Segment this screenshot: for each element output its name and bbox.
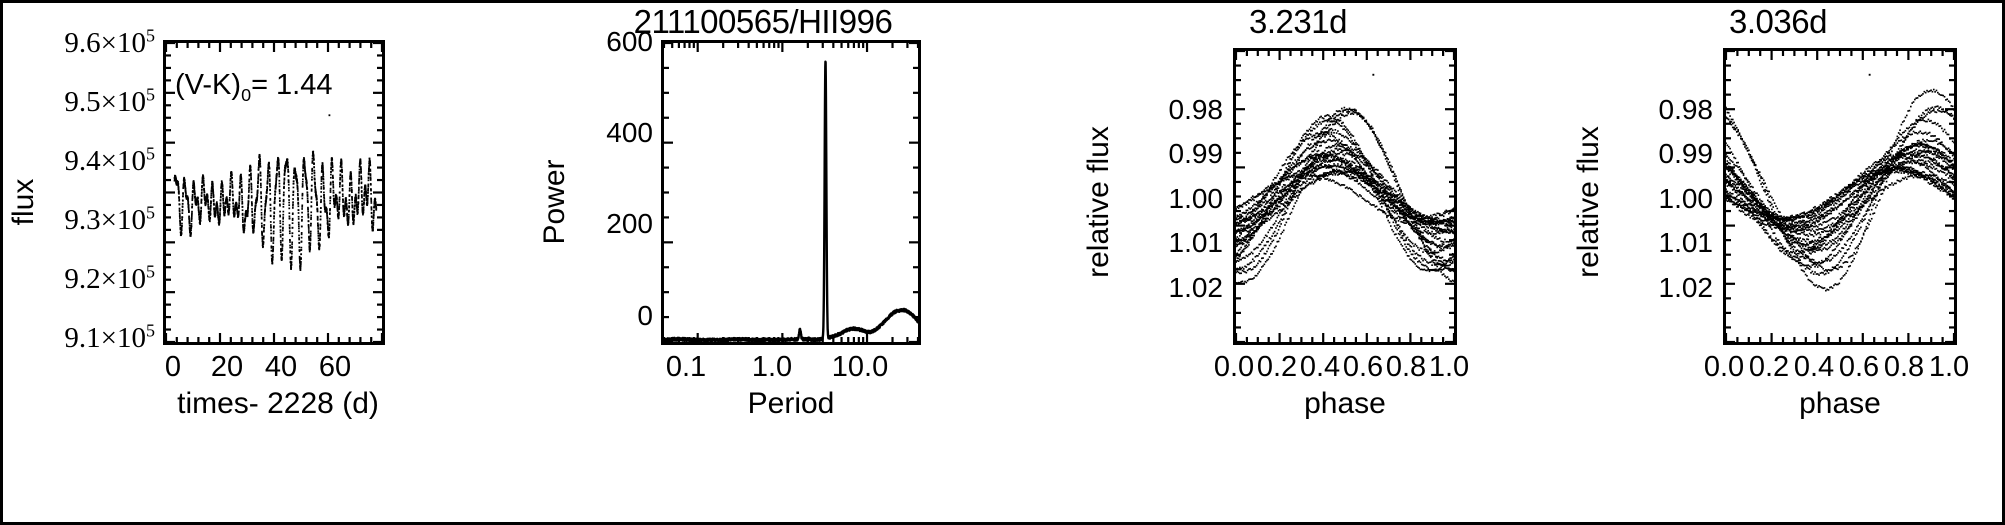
xtick-label: 0.1 [665,351,707,383]
ytick-label: 200 [606,208,653,239]
ytick-label: 400 [606,117,653,148]
ytick-label: 0 [637,300,653,331]
xtick-label: 0.6 [1342,351,1384,383]
yaxis-label-relflux-1: relative flux [1082,126,1115,278]
plot-area-phase2 [1723,48,1957,345]
panel-raw-light-curve: (V-K)0= 1.44 flux 9.6×105 9.5×105 9.4×10… [3,3,503,522]
periodogram-data [664,43,918,342]
ytick-mantissa: 9.3 [64,204,101,236]
yaxis-label-relflux-2: relative flux [1572,126,1605,278]
phase2-data [1726,51,1954,342]
xaxis-label-period: Period [747,387,835,420]
ytick-times: ×10 [100,145,147,177]
xtick-label: 20 [210,351,244,383]
xaxis-label-phase-2: phase [1799,387,1881,420]
phase1-data [1236,51,1454,342]
panel-periodogram: 211100565/HII996 Power 600 400 200 0 0.1… [503,3,1043,522]
ytick-label: 1.02 [1658,272,1714,303]
ytick-label: 1.00 [1168,183,1224,214]
ytick-label: 0.99 [1658,138,1714,169]
ytick-exponent: 5 [146,25,155,46]
xtick-label: 40 [264,351,298,383]
ytick-label: 1.01 [1168,227,1224,258]
plot-area-periodogram [661,40,921,345]
xtick-label: 0.4 [1299,351,1341,383]
ytick-exponent: 5 [146,143,155,164]
ytick-label: 9.4×105 [3,144,155,177]
color-index-annotation: (V-K)0= 1.44 [175,69,333,104]
ytick-label: 9.6×105 [3,26,155,59]
xtick-label: 0.0 [1703,351,1745,383]
light-curve-data [166,43,382,342]
ytick-label: 1.01 [1658,227,1714,258]
ytick-times: ×10 [100,204,147,236]
ytick-label: 600 [606,26,653,57]
xtick-label: 60 [318,351,352,383]
xaxis-label-times: times- 2228 (d) [177,387,379,420]
ytick-times: ×10 [100,322,147,354]
ytick-label: 9.5×105 [3,85,155,118]
color-index-value: = 1.44 [251,69,333,101]
color-index-label: (V-K) [175,69,242,101]
color-index-subscript: 0 [241,84,252,105]
ytick-exponent: 5 [146,261,155,282]
ytick-label: 0.99 [1168,138,1224,169]
ytick-label: 0.98 [1658,94,1714,125]
panel-title-phase2: 3.036d [1729,3,1827,40]
ytick-exponent: 5 [146,84,155,105]
ytick-label: 0.98 [1168,94,1224,125]
xtick-label: 0.0 [1213,351,1255,383]
xaxis-label-phase-1: phase [1304,387,1386,420]
xtick-label: 0.2 [1256,351,1298,383]
panel-phase-3036: 3.036d relative flux 0.98 0.99 1.00 1.01… [1533,3,2002,522]
xtick-label: 1.0 [751,351,793,383]
ytick-exponent: 5 [146,202,155,223]
plot-area-light-curve [163,40,385,345]
xtick-label: 1.0 [1428,351,1470,383]
ytick-label: 9.3×105 [3,203,155,236]
panel-phase-3231: 3.231d relative flux 0.98 0.99 1.00 1.01… [1043,3,1533,522]
ytick-mantissa: 9.4 [64,145,101,177]
ytick-mantissa: 9.1 [64,322,101,354]
ytick-mantissa: 9.5 [64,86,101,118]
xtick-label: 0 [164,351,182,383]
xtick-label: 0.2 [1748,351,1790,383]
xtick-label: 0.6 [1838,351,1880,383]
ytick-mantissa: 9.6 [64,27,101,59]
xtick-label: 1.0 [1928,351,1970,383]
ytick-exponent: 5 [146,320,155,341]
figure-title: 211100565/HII996 [633,3,893,40]
panel-title-phase1: 3.231d [1249,3,1347,40]
ytick-mantissa: 9.2 [64,263,101,295]
ytick-label: 1.02 [1168,272,1224,303]
ytick-times: ×10 [100,86,147,118]
ytick-label: 9.2×105 [3,262,155,295]
plot-area-phase1 [1233,48,1457,345]
ytick-times: ×10 [100,263,147,295]
yaxis-label-power: Power [538,159,571,245]
ytick-label: 9.1×105 [3,321,155,354]
xtick-label: 0.8 [1883,351,1925,383]
ytick-times: ×10 [100,27,147,59]
ytick-label: 1.00 [1658,183,1714,214]
xtick-label: 10.0 [831,351,889,383]
xtick-label: 0.8 [1385,351,1427,383]
xtick-label: 0.4 [1793,351,1835,383]
